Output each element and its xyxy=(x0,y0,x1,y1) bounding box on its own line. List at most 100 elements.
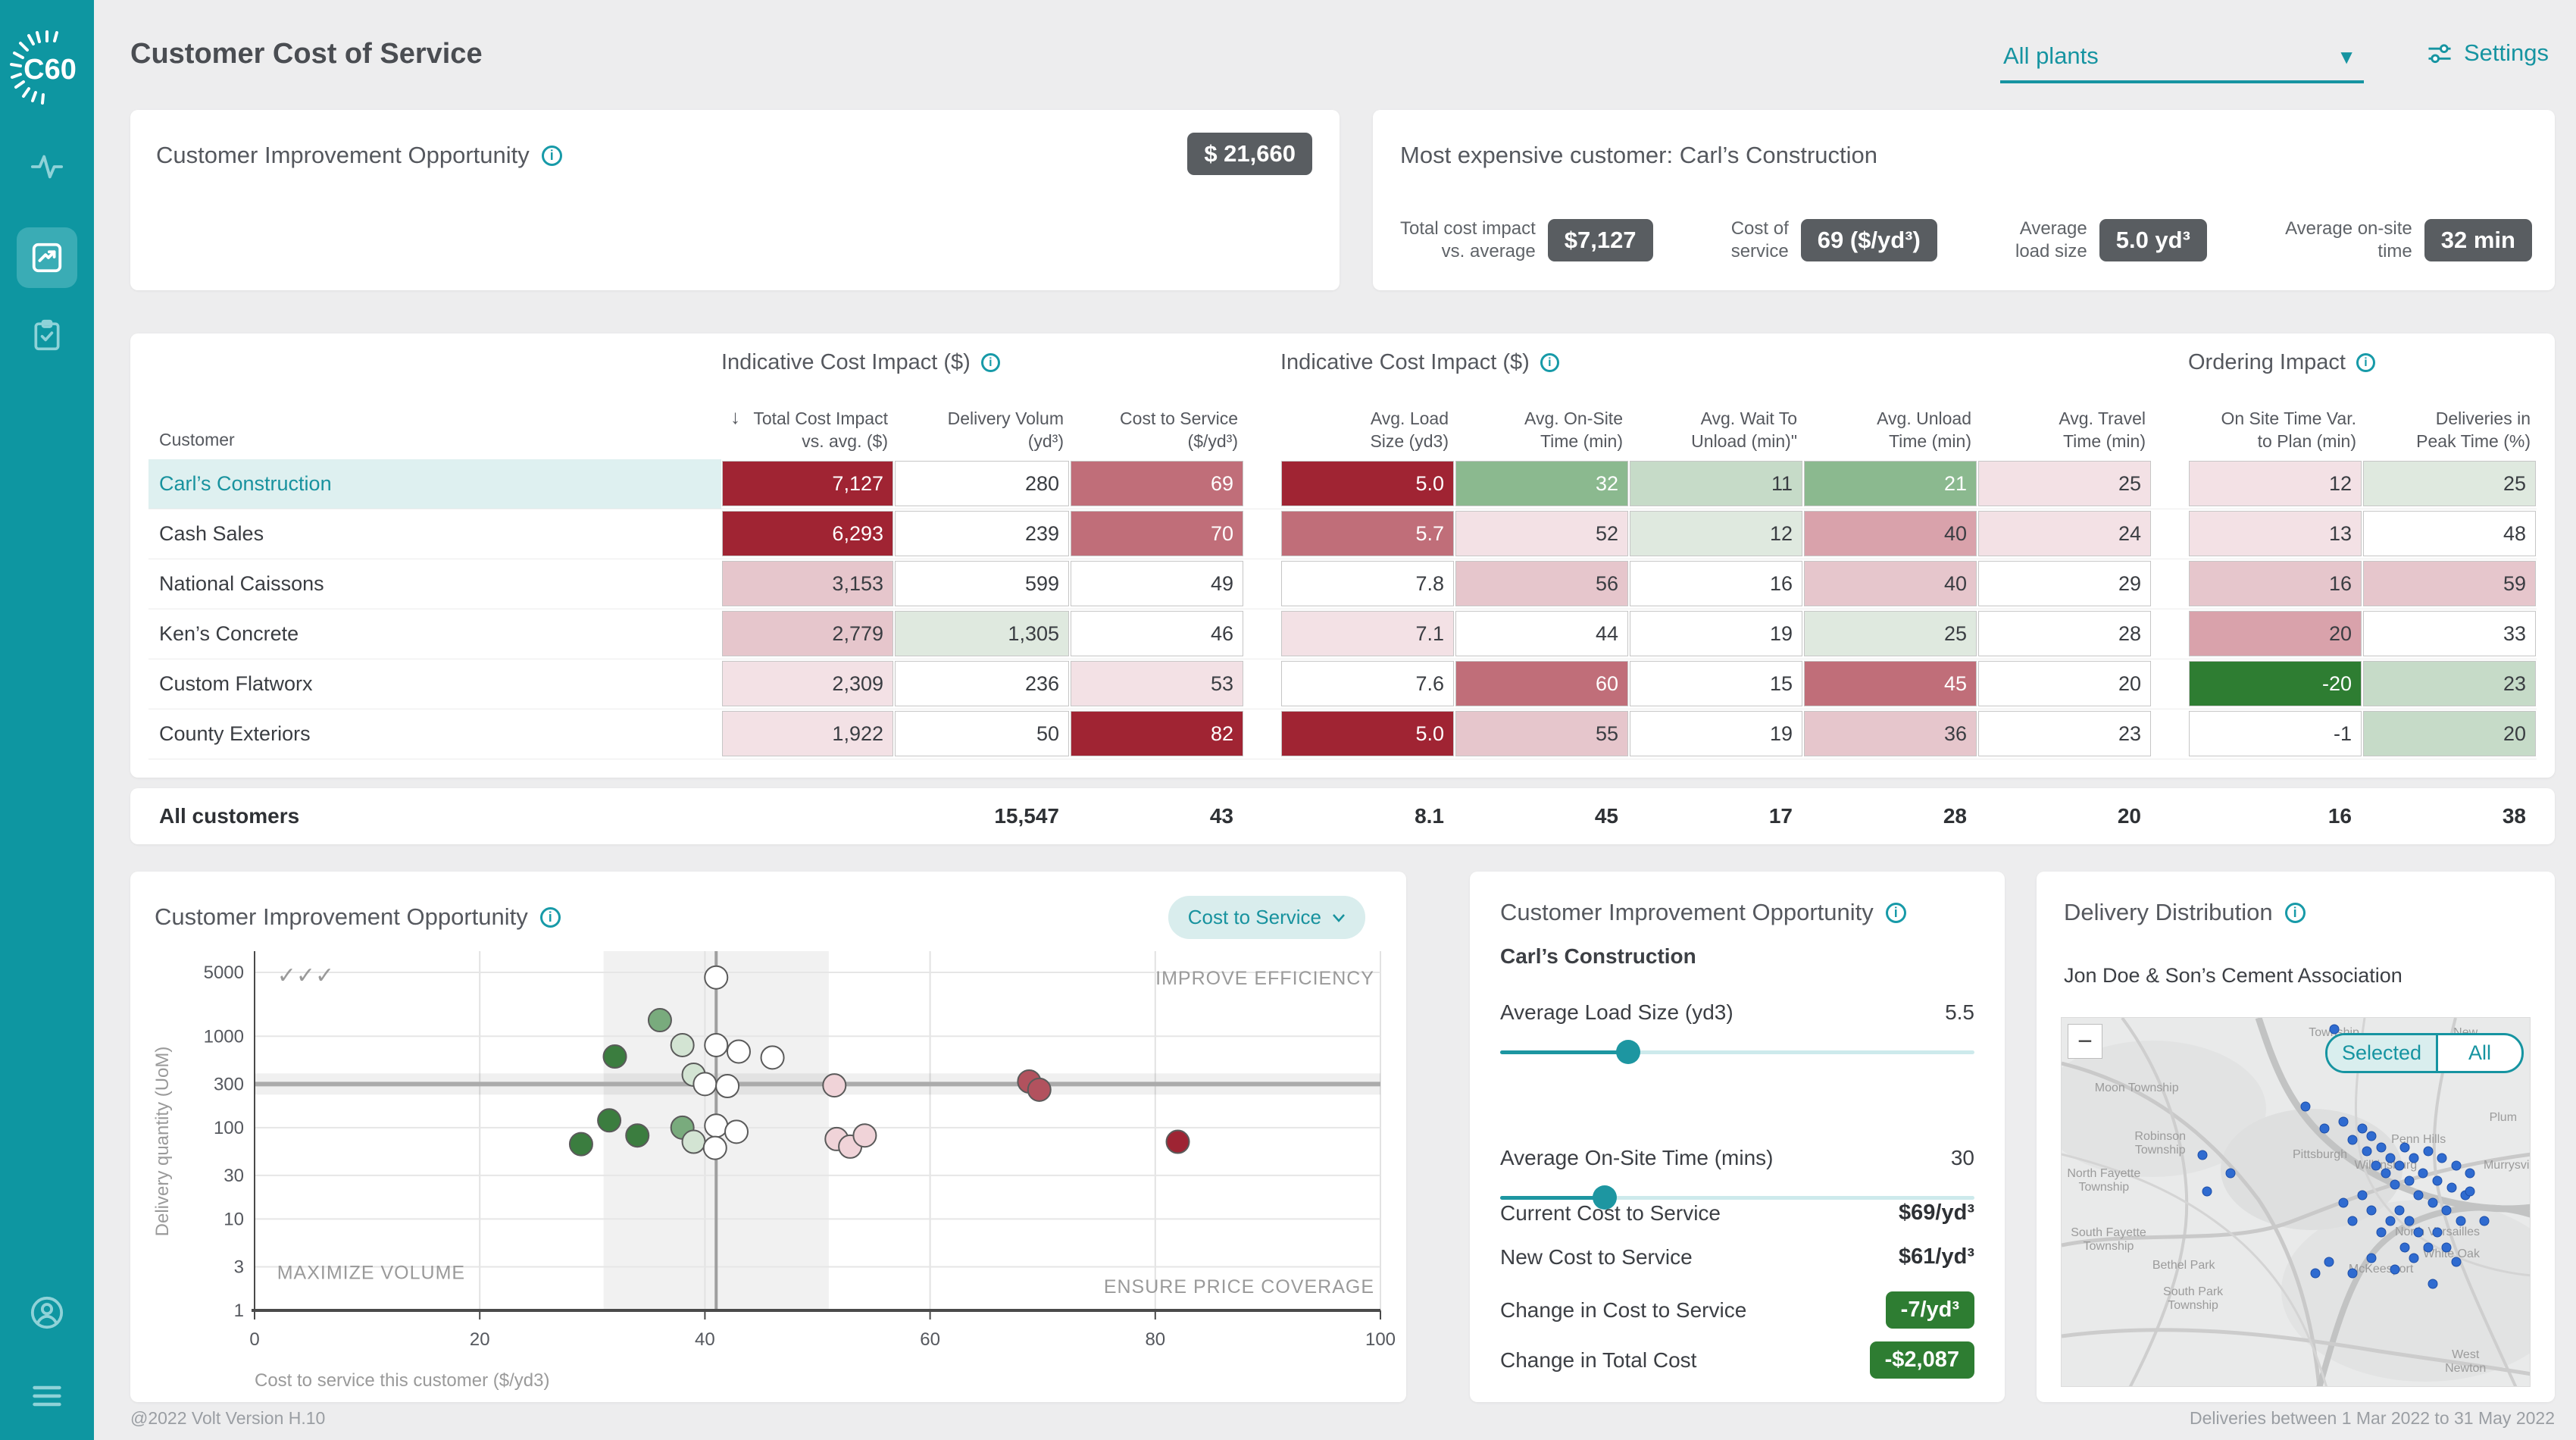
scatter-point-green[interactable] xyxy=(647,1008,672,1033)
scatter-point-pink[interactable] xyxy=(852,1123,877,1148)
map-place-label: South Fayette Township xyxy=(2071,1226,2146,1253)
table-row: Custom Flatworx 2,309 236 53 7.6 60 15 45 20 -20 2… xyxy=(148,659,2537,709)
heatmap-cell-value: 6,293 xyxy=(722,511,893,556)
customer-name[interactable]: Cash Sales xyxy=(159,522,264,545)
nav-tasks-icon[interactable] xyxy=(17,305,77,365)
stat-value-badge: $7,127 xyxy=(1547,219,1653,261)
metric-label: Change in Total Cost xyxy=(1500,1348,1697,1372)
scatter-point-white[interactable] xyxy=(702,1135,727,1160)
scatter-point-white[interactable] xyxy=(704,1032,729,1057)
table-row: National Caissons 3,153 599 49 7.8 56 16 40 29 16… xyxy=(148,559,2537,609)
table-cell: 5.0 xyxy=(1280,709,1455,759)
column-header[interactable]: Cost to Service ($/yd³) xyxy=(1070,408,1244,453)
nav-analytics-icon[interactable] xyxy=(17,227,77,288)
x-tick-label: 0 xyxy=(249,1329,259,1350)
x-tick-label: 20 xyxy=(470,1329,490,1350)
scatter-point-dark-green[interactable] xyxy=(625,1123,650,1148)
metric-row: Change in Total Cost -$2,087 xyxy=(1500,1341,1974,1379)
column-header[interactable]: Deliveries in Peak Time (%) xyxy=(2362,408,2537,453)
map-place-label: Moon Township xyxy=(2094,1081,2179,1094)
table-cell: 11 xyxy=(1629,459,1803,509)
info-icon[interactable]: i xyxy=(2284,902,2306,923)
card-title: Customer Improvement Opportunity i xyxy=(155,903,561,931)
total-cell-value: 45 xyxy=(1594,804,1618,828)
delivery-location-dot xyxy=(2376,1227,2387,1238)
map[interactable]: − Selected All TownshipNew KensingtonMoo… xyxy=(2061,1017,2531,1387)
table-row: Carl’s Construction 7,127 280 69 5.0 32 11 21 25… xyxy=(148,459,2537,509)
delivery-location-dot xyxy=(2409,1153,2419,1163)
column-header[interactable]: Avg. Load Size (yd3) xyxy=(1280,408,1455,453)
scatter-point-white[interactable] xyxy=(715,1074,740,1099)
scatter-point-white[interactable] xyxy=(726,1039,751,1064)
nav-profile-icon[interactable] xyxy=(17,1282,77,1343)
column-header-line1: Avg. Load xyxy=(1370,409,1449,429)
slider-track[interactable] xyxy=(1500,1185,1974,1210)
customer-name[interactable]: Ken’s Concrete xyxy=(159,622,299,645)
delivery-location-dot xyxy=(2347,1135,2358,1145)
customer-name[interactable]: County Exteriors xyxy=(159,722,311,745)
scatter-point-light-green[interactable] xyxy=(681,1129,706,1154)
delivery-location-dot xyxy=(2394,1160,2405,1171)
customer-name[interactable]: National Caissons xyxy=(159,572,324,595)
table-cell: 46 xyxy=(1070,609,1244,659)
column-header[interactable]: On Site Time Var. to Plan (min) xyxy=(2188,408,2362,453)
column-header[interactable]: Delivery Volum (yd³) xyxy=(894,408,1070,453)
column-header[interactable]: Avg. Travel Time (min) xyxy=(1977,408,2152,453)
sort-descending-icon[interactable]: ↓ xyxy=(730,405,740,429)
column-header-line1: Cost to Service xyxy=(1120,409,1238,429)
scatter-point-white[interactable] xyxy=(704,965,729,990)
info-icon[interactable]: i xyxy=(539,906,561,928)
slider-knob[interactable] xyxy=(1592,1185,1617,1210)
customer-name[interactable]: Custom Flatworx xyxy=(159,672,313,695)
heatmap-cell-value: 11 xyxy=(1630,461,1802,506)
heatmap-cell-value: 7.1 xyxy=(1281,611,1454,656)
y-axis-label: Delivery quantity (UoM) xyxy=(152,1047,173,1237)
info-icon[interactable]: i xyxy=(2356,353,2375,372)
y-tick-label: 300 xyxy=(214,1074,244,1094)
scatter-point-white[interactable] xyxy=(704,1113,729,1138)
scatter-point-white[interactable] xyxy=(692,1072,717,1097)
heatmap-cell-value: 20 xyxy=(1978,661,2151,706)
column-header[interactable]: ↓ Total Cost Impact vs. avg. ($) xyxy=(721,405,894,453)
map-zoom-out-button[interactable]: − xyxy=(2068,1024,2102,1059)
settings-button[interactable]: Settings xyxy=(2426,39,2549,67)
slider-value: 30 xyxy=(1950,1146,1974,1169)
card-title-text: Most expensive customer: Carl’s Construc… xyxy=(1400,142,1878,168)
slider-knob[interactable] xyxy=(1616,1040,1641,1064)
map-toggle-selected[interactable]: Selected xyxy=(2327,1035,2438,1071)
info-icon[interactable]: i xyxy=(1885,902,1906,923)
scatter-point-red[interactable] xyxy=(1027,1077,1052,1102)
scatter-point-dark-green[interactable] xyxy=(597,1108,622,1133)
info-icon[interactable]: i xyxy=(541,145,562,166)
column-header[interactable]: Avg. On-Site Time (min) xyxy=(1455,408,1629,453)
scatter-point-dark-green[interactable] xyxy=(602,1044,627,1069)
scatter-point-dark-red[interactable] xyxy=(1165,1129,1190,1154)
scatter-point-white[interactable] xyxy=(724,1119,749,1144)
customer-name[interactable]: Carl’s Construction xyxy=(148,459,721,509)
nav-menu-icon[interactable] xyxy=(17,1366,77,1426)
metric-selector-dropdown[interactable]: Cost to Service xyxy=(1168,896,1365,939)
slider-label: Average Load Size (yd3) xyxy=(1500,1000,1733,1024)
card-title: Customer Improvement Opportunity i xyxy=(156,142,562,169)
customer-column-header[interactable]: Customer xyxy=(159,430,235,449)
scatter-point-light-green[interactable] xyxy=(670,1032,695,1057)
nav-activity-icon[interactable] xyxy=(17,136,77,197)
column-header[interactable]: Avg. Wait To Unload (min)" xyxy=(1629,408,1803,453)
y-tick-label: 1 xyxy=(234,1301,244,1321)
scatter-point-white[interactable] xyxy=(760,1045,785,1070)
map-toggle-all[interactable]: All xyxy=(2468,1041,2491,1064)
scatter-point-dark-green[interactable] xyxy=(568,1132,593,1157)
column-header-line1: Delivery Volum xyxy=(947,409,1064,429)
slider-row: Average Load Size (yd3) 5.5 xyxy=(1500,1000,1974,1025)
slider-track[interactable] xyxy=(1500,1040,1974,1064)
delivery-location-dot xyxy=(2456,1216,2466,1226)
info-icon[interactable]: i xyxy=(1540,353,1559,372)
quadrant-ensure-price-coverage: ENSURE PRICE COVERAGE xyxy=(1104,1276,1374,1298)
column-header[interactable]: Avg. Unload Time (min) xyxy=(1803,408,1977,453)
delivery-location-dot xyxy=(2451,1257,2462,1267)
info-icon[interactable]: i xyxy=(980,353,1000,372)
plant-filter-select[interactable]: All plants ▼ xyxy=(2000,36,2364,83)
scatter-point-pink[interactable] xyxy=(822,1073,847,1098)
stat-item: Cost of service 69 ($/yd³) xyxy=(1731,218,1937,263)
heatmap-cell-value: 15 xyxy=(1630,661,1802,706)
